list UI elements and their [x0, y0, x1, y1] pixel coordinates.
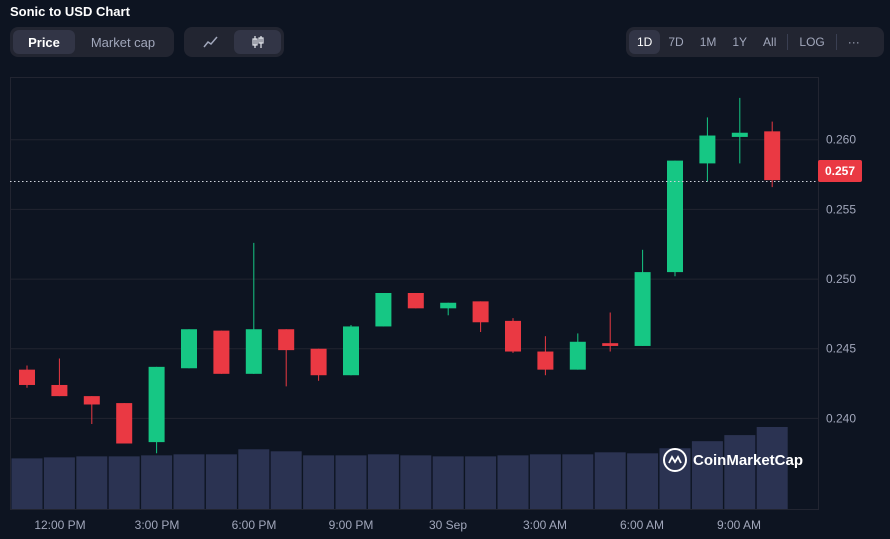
volume-bar: [238, 449, 270, 509]
volume-bar: [335, 455, 367, 509]
x-tick-label: 9:00 PM: [329, 518, 374, 532]
x-tick-label: 3:00 PM: [135, 518, 180, 532]
candle-body: [245, 329, 262, 374]
coinmarketcap-logo-icon: [663, 448, 687, 472]
timeframe-all[interactable]: All: [763, 35, 777, 49]
line-chart-icon[interactable]: [187, 30, 234, 54]
candle-body: [569, 341, 586, 370]
y-tick-label: 0.240: [826, 411, 856, 425]
candle-body: [116, 403, 133, 444]
x-tick-label: 3:00 AM: [523, 518, 567, 532]
y-tick-label: 0.260: [826, 133, 856, 147]
candle-body: [148, 366, 165, 443]
candle-body: [407, 293, 424, 309]
volume-bar: [43, 457, 75, 509]
x-tick-label: 12:00 PM: [34, 518, 85, 532]
volume-bar: [432, 456, 464, 509]
watermark: CoinMarketCap: [663, 448, 803, 472]
candle-body: [764, 131, 781, 181]
candle-body: [310, 348, 327, 376]
volume-bar: [11, 458, 43, 509]
timeframe-1y[interactable]: 1Y: [732, 35, 748, 49]
volume-bar: [691, 441, 723, 509]
current-price-badge: 0.257: [818, 160, 862, 182]
candle-body: [602, 343, 619, 346]
volume-bar: [724, 435, 756, 509]
candle-body: [343, 326, 359, 376]
volume-bar: [465, 456, 497, 509]
volume-bar: [173, 454, 205, 509]
watermark-text: CoinMarketCap: [693, 451, 804, 469]
x-tick-label: 6:00 PM: [232, 518, 277, 532]
candle-body: [181, 329, 197, 369]
candle-body: [634, 272, 651, 346]
volume-bar: [627, 453, 659, 509]
volume-bar: [141, 455, 173, 509]
candle-body: [19, 369, 35, 385]
volume-bar: [562, 454, 594, 509]
volume-bar: [367, 454, 399, 509]
volume-bar: [76, 456, 108, 509]
volume-bar: [756, 427, 788, 509]
candle-body: [537, 351, 554, 370]
candle-body: [731, 132, 748, 137]
metric-toggle: Price Market cap: [10, 27, 174, 57]
timeframe-7d[interactable]: 7D: [668, 35, 684, 49]
tab-market-cap[interactable]: Market cap: [90, 34, 156, 50]
volume-bar: [400, 455, 432, 509]
log-scale-button[interactable]: LOG: [799, 35, 825, 49]
volume-bar: [497, 455, 529, 509]
chart-type-toggle: [184, 27, 284, 57]
x-tick-label: 9:00 AM: [717, 518, 761, 532]
timeframe-1m[interactable]: 1M: [699, 35, 717, 49]
y-tick-label: 0.255: [826, 202, 856, 216]
candle-body: [667, 160, 683, 273]
candle-body: [699, 135, 716, 164]
volume-bar: [108, 456, 140, 509]
y-tick-label: 0.245: [826, 342, 856, 356]
timeframe-1d[interactable]: 1D: [629, 30, 661, 54]
volume-bar: [529, 454, 561, 509]
timeframe-selector: 1D 7D 1M 1Y All LOG ···: [626, 27, 884, 57]
candle-body: [440, 302, 457, 309]
candle-body: [213, 330, 230, 374]
tab-price[interactable]: Price: [13, 30, 75, 54]
candle-body: [375, 293, 392, 327]
candle-body: [505, 320, 521, 352]
candle-body: [83, 396, 100, 405]
x-tick-label: 6:00 AM: [620, 518, 664, 532]
candlestick-icon[interactable]: [234, 30, 281, 54]
volume-bar: [303, 455, 335, 509]
page-title: Sonic to USD Chart: [10, 4, 130, 19]
divider: [835, 34, 837, 50]
volume-bar: [205, 454, 237, 509]
y-tick-label: 0.250: [826, 272, 856, 286]
volume-bar: [594, 452, 626, 509]
more-options-icon[interactable]: ···: [847, 35, 860, 49]
volume-bar: [270, 451, 302, 509]
candle-body: [278, 329, 295, 351]
divider: [787, 34, 789, 50]
x-tick-label: 30 Sep: [429, 518, 467, 532]
candle-body: [51, 384, 68, 397]
plot-frame: [10, 77, 819, 510]
candle-body: [472, 301, 489, 323]
